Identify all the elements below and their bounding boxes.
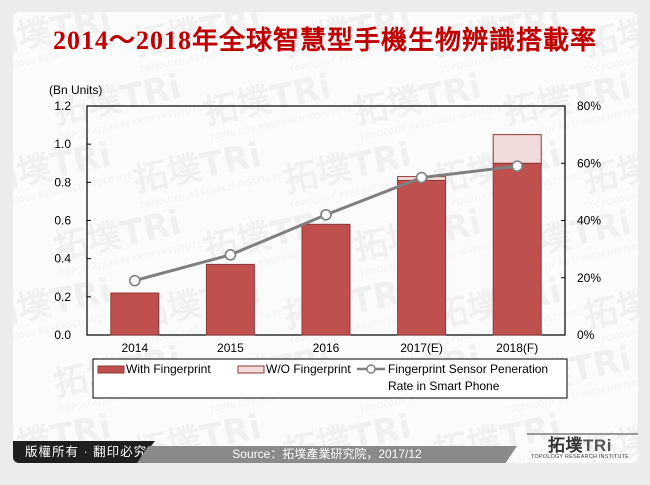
line-marker	[320, 208, 332, 221]
bar-with-fingerprint	[492, 162, 542, 336]
bar-with-fingerprint	[397, 179, 447, 336]
right-tick-label: 40%	[577, 214, 601, 228]
legend-label-line-2: Rate in Smart Phone	[388, 379, 500, 393]
x-tick-label: 2015	[217, 341, 244, 355]
left-tick-label: 0.0	[54, 328, 71, 342]
bar-with-fingerprint	[205, 263, 255, 336]
logo-tri: TRi	[583, 436, 612, 455]
x-tick-label: 2017(E)	[400, 341, 443, 355]
legend-swatch-wo	[237, 365, 265, 374]
right-tick-label: 80%	[577, 99, 601, 113]
legend-box	[92, 358, 568, 399]
chart-title: 2014～2018年全球智慧型手機生物辨識搭載率	[52, 26, 597, 55]
left-tick-label: 0.4	[54, 252, 71, 266]
x-tick-label: 2016	[313, 341, 340, 355]
left-tick-label: 1.0	[54, 137, 71, 151]
y-axis-title: (Bn Units)	[49, 83, 102, 97]
left-tick-label: 0.8	[54, 175, 71, 189]
line-marker	[415, 171, 428, 184]
left-tick-label: 0.2	[54, 290, 71, 304]
bar-wo-fingerprint	[492, 134, 542, 164]
legend-swatch-with	[97, 365, 125, 374]
legend-line-marker	[366, 364, 376, 374]
right-tick-label: 0%	[577, 328, 595, 342]
right-tick-label: 60%	[577, 156, 601, 170]
left-tick-label: 1.2	[54, 99, 71, 113]
logo-subtitle: TOPOLOGY RESEARCH INSTITUTE	[530, 454, 630, 460]
copyright-banner: 版權所有 · 翻印必究	[13, 441, 155, 463]
tri-logo: 拓墣TRi TOPOLOGY RESEARCH INSTITUTE	[525, 437, 635, 463]
legend-label-line: Fingerprint Sensor Peneration	[388, 362, 548, 376]
footer-divider	[527, 433, 638, 435]
legend-label-with: With Fingerprint	[126, 362, 211, 376]
x-tick-label: 2018(F)	[496, 341, 538, 355]
line-marker	[129, 274, 141, 287]
legend-label-wo: W/O Fingerprint	[266, 362, 351, 376]
line-marker	[511, 160, 524, 172]
line-marker	[224, 249, 237, 261]
source-banner: Source：拓墣產業研究院，2017/12	[137, 446, 517, 463]
bar-with-fingerprint	[301, 223, 351, 336]
right-tick-label: 20%	[577, 271, 601, 285]
left-tick-label: 0.6	[54, 214, 71, 228]
logo-text: 拓墣	[548, 436, 584, 455]
bar-with-fingerprint	[110, 292, 160, 336]
x-tick-label: 2014	[121, 341, 148, 355]
